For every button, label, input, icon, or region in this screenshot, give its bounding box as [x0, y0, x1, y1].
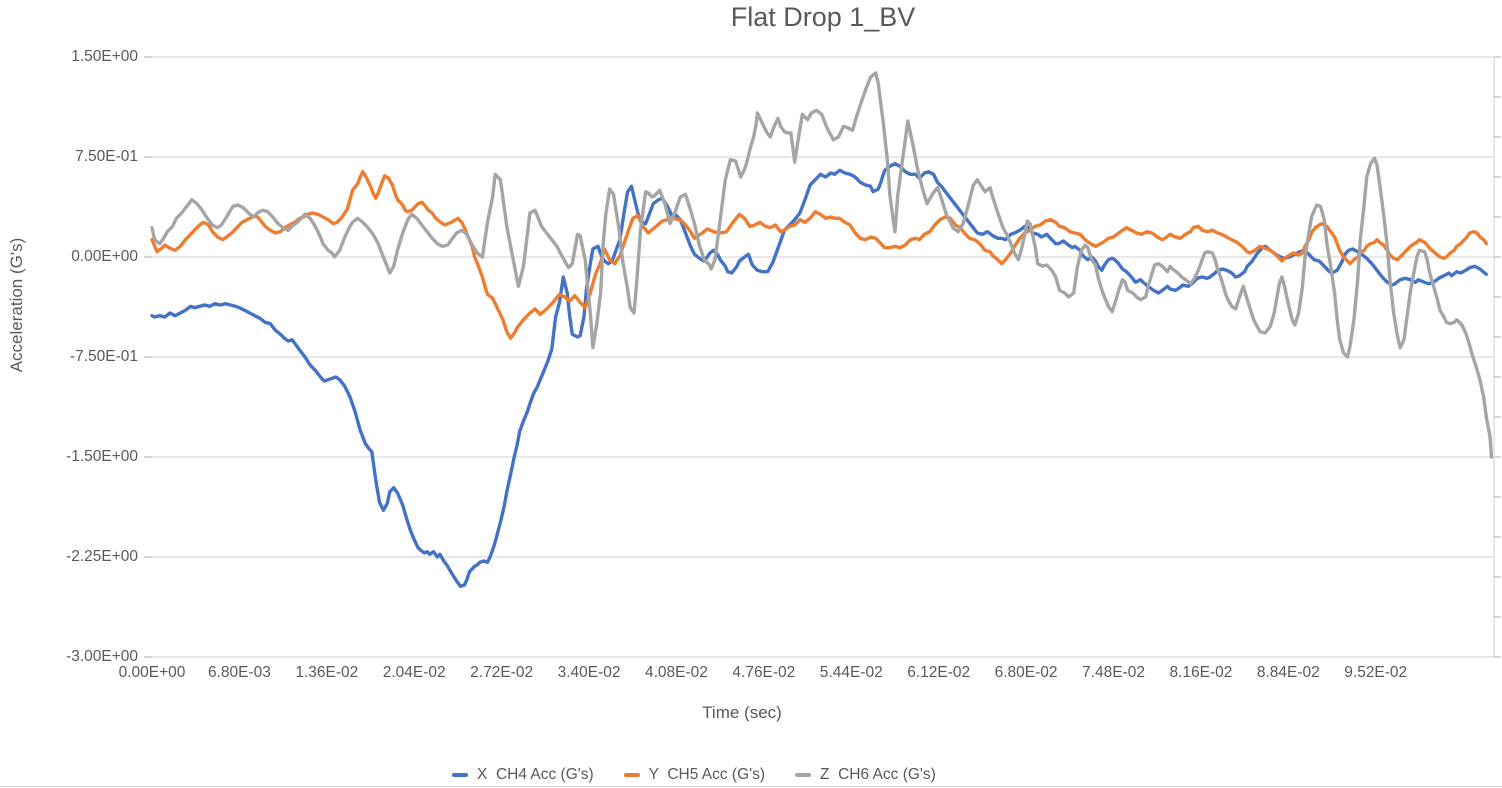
x-tick-label: 3.40E-02 [557, 664, 621, 681]
y-tick-label: 0.00E+00 [71, 248, 138, 265]
x-tick-label: 6.80E-02 [994, 664, 1058, 681]
y-tick-label: 1.50E+00 [71, 48, 138, 65]
legend-label: X CH4 Acc (G's) [477, 766, 594, 783]
x-tick-label: 2.72E-02 [470, 664, 534, 681]
y-tick-label: -7.50E-01 [69, 348, 138, 365]
series-line-2[interactable] [150, 71, 1494, 459]
x-tick-label: 7.48E-02 [1082, 664, 1145, 681]
x-tick-label: 9.52E-02 [1344, 664, 1408, 681]
chart-title[interactable]: Flat Drop 1_BV [730, 2, 916, 32]
legend-dash-icon [623, 773, 640, 777]
x-tick-label: 8.16E-02 [1169, 664, 1233, 681]
x-tick-label: 6.80E-03 [207, 664, 271, 681]
legend-label: Y CH5 Acc (G's) [648, 766, 766, 783]
x-tick-label: 5.44E-02 [819, 664, 883, 681]
legend-dash-icon [452, 773, 468, 777]
y-tick-label: 7.50E-01 [75, 148, 138, 165]
y-tick-label: -2.25E+00 [66, 548, 138, 565]
x-tick-label: 0.00E+00 [118, 664, 186, 681]
legend: X CH4 Acc (G's) Y CH5 Acc (G's) Z CH6 Acc … [452, 763, 936, 787]
legend-item-2[interactable]: Z CH6 Acc (G's) [795, 766, 936, 784]
legend-dash-icon [795, 773, 812, 777]
y-axis-title: Acceleration (G's) [7, 237, 26, 373]
x-tick-label: 2.04E-02 [382, 664, 446, 681]
series-line-0[interactable] [150, 161, 1489, 588]
chart-bottom-border [0, 786, 1502, 787]
legend-label: Z CH6 Acc (G's) [820, 766, 936, 783]
x-tick-label: 4.08E-02 [644, 664, 708, 681]
x-axis-title: Time (sec) [702, 703, 782, 722]
x-tick-label: 1.36E-02 [295, 664, 359, 681]
series-line-1[interactable] [150, 169, 1489, 340]
x-tick-label: 4.76E-02 [732, 664, 796, 681]
y-tick-label: -1.50E+00 [66, 448, 138, 465]
y-tick-label: -3.00E+00 [66, 648, 138, 665]
x-tick-label: 6.12E-02 [907, 664, 971, 681]
legend-item-1[interactable]: Y CH5 Acc (G's) [623, 766, 766, 784]
x-tick-label: 8.84E-02 [1256, 664, 1320, 681]
legend-item-0[interactable]: X CH4 Acc (G's) [452, 766, 594, 784]
